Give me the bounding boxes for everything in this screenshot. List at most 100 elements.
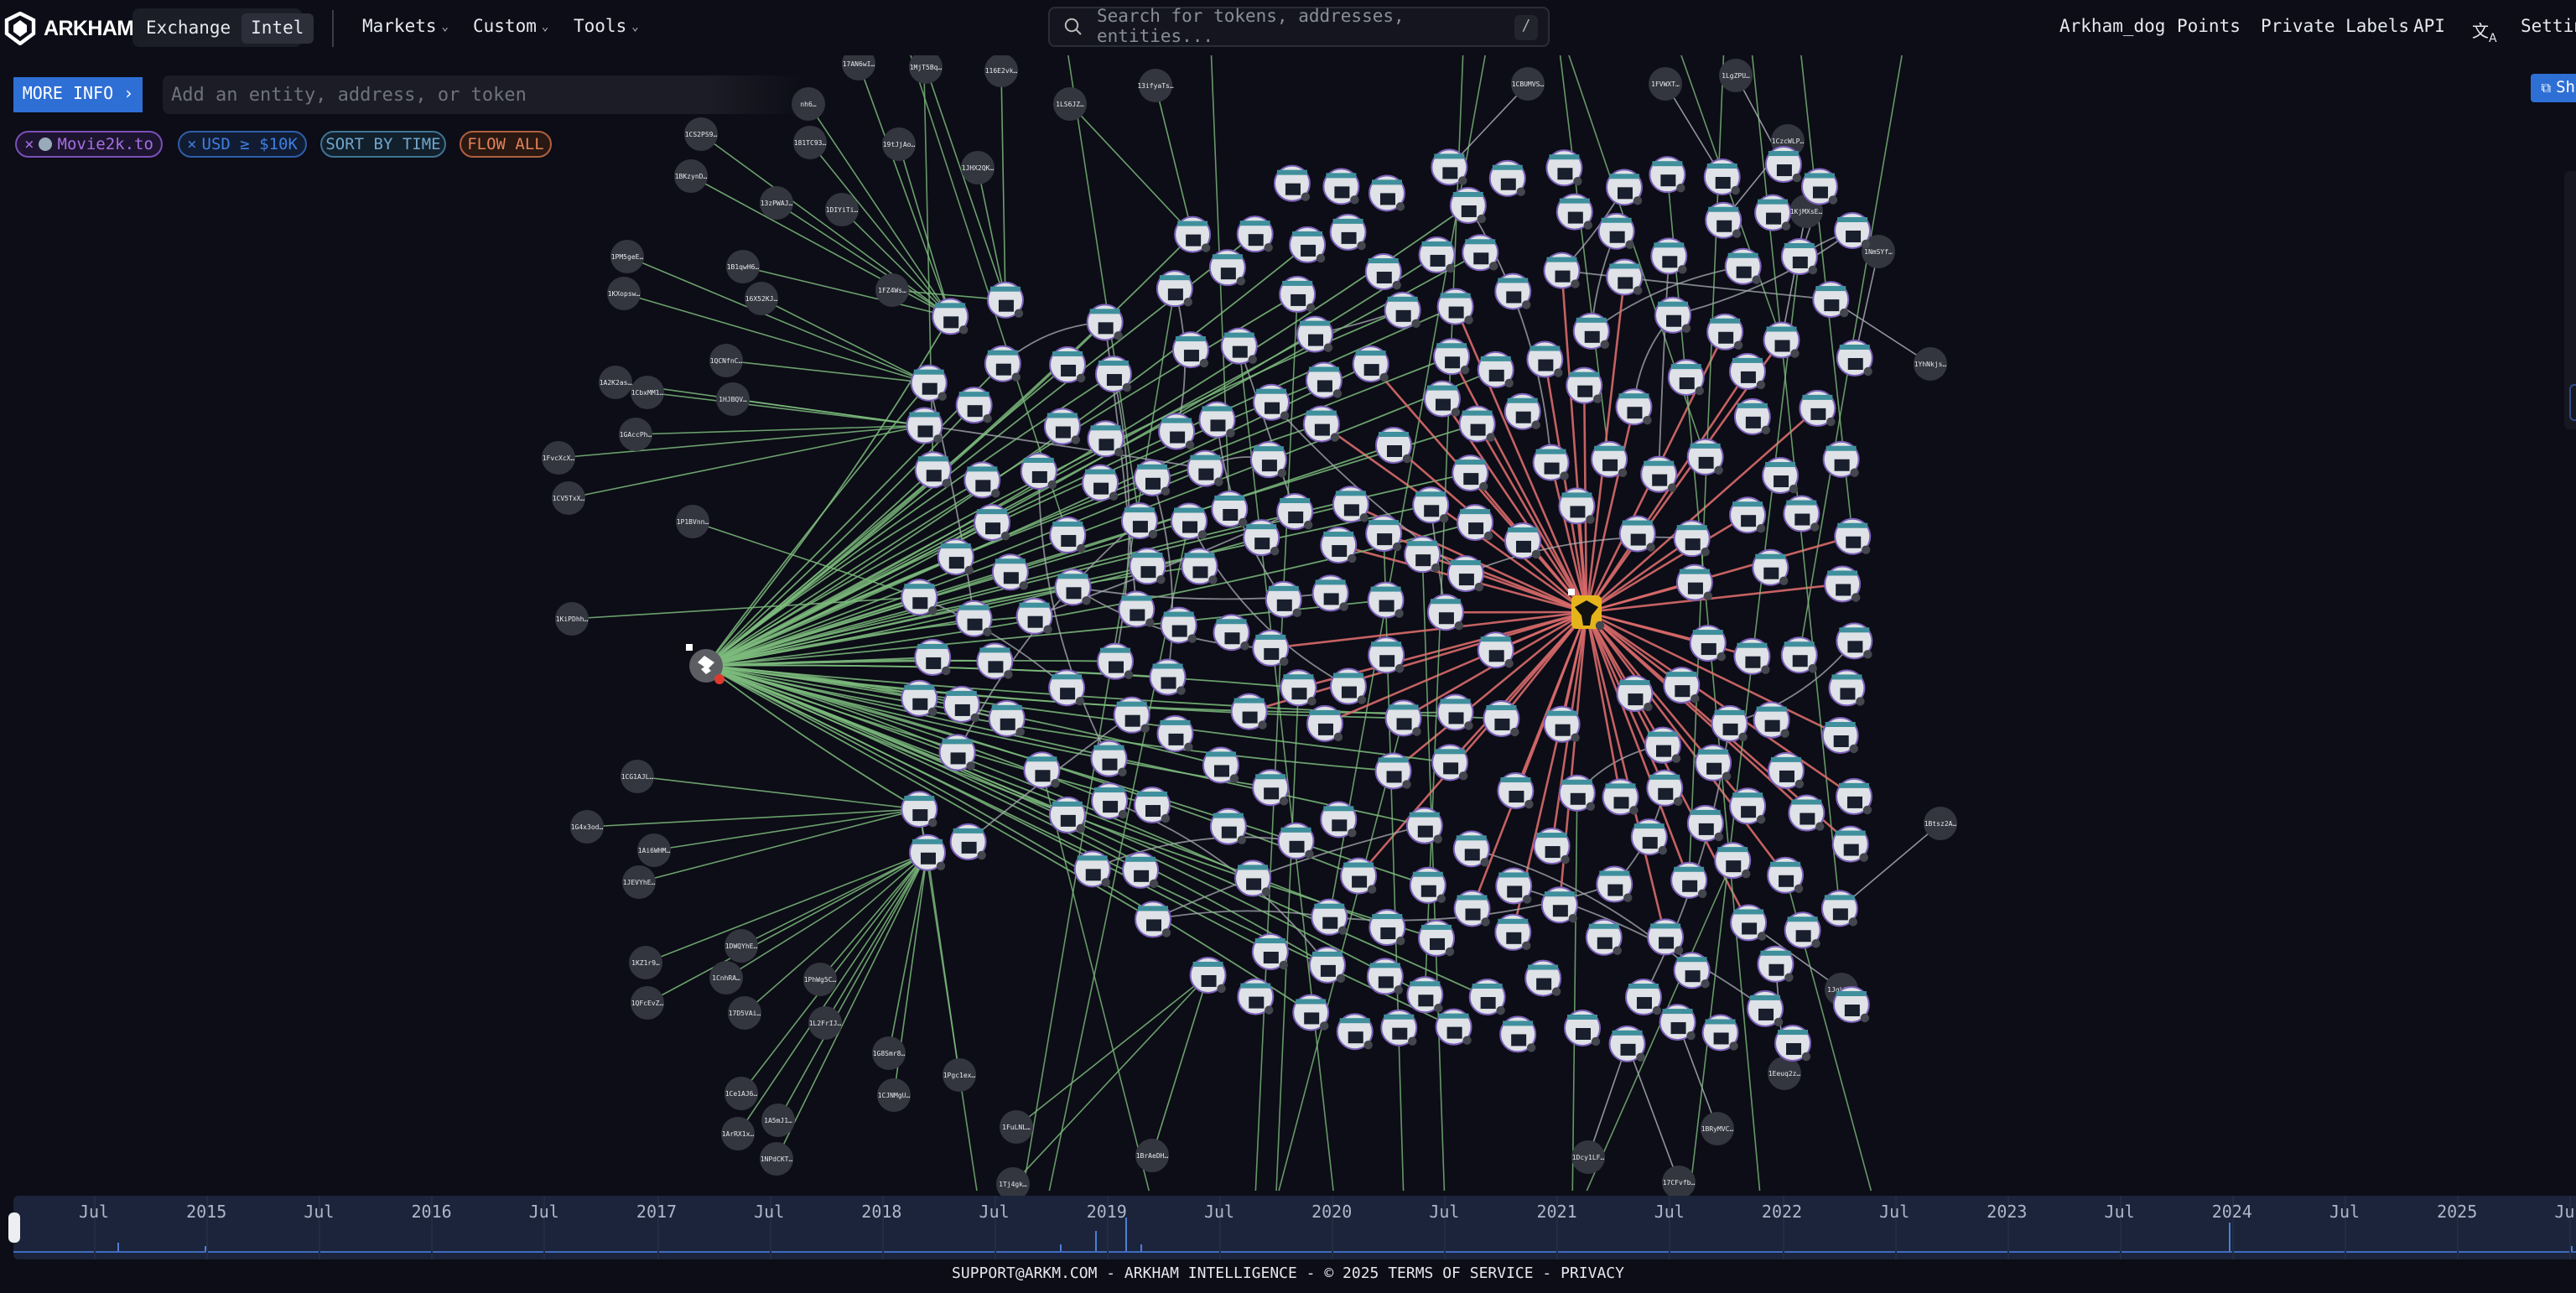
inflow-edge[interactable] bbox=[692, 521, 920, 598]
inflow-edge[interactable] bbox=[705, 659, 995, 667]
entity-node[interactable] bbox=[1087, 420, 1124, 458]
entity-node[interactable] bbox=[1292, 994, 1330, 1031]
entity-node[interactable] bbox=[1234, 859, 1272, 897]
entity-node[interactable] bbox=[1097, 642, 1135, 680]
entity-node[interactable] bbox=[984, 345, 1021, 382]
entity-node[interactable] bbox=[1412, 486, 1450, 524]
entity-node[interactable] bbox=[1820, 890, 1858, 927]
address-node[interactable]: 1KXopsw… bbox=[607, 277, 641, 310]
inflow-edge[interactable] bbox=[653, 808, 920, 851]
transfer-edge[interactable] bbox=[1587, 1043, 1628, 1158]
entity-node[interactable] bbox=[1118, 590, 1156, 628]
entity-node[interactable] bbox=[1730, 904, 1768, 942]
entity-node[interactable] bbox=[914, 638, 952, 676]
address-node[interactable]: 1B1qwH6… bbox=[726, 250, 760, 283]
entity-node[interactable] bbox=[1686, 804, 1724, 842]
entity-node[interactable] bbox=[1828, 669, 1866, 707]
inflow-edge[interactable] bbox=[700, 133, 951, 317]
entity-node[interactable] bbox=[1646, 769, 1684, 807]
address-node[interactable]: 1FvcXcX… bbox=[542, 441, 575, 475]
inflow-edge[interactable] bbox=[841, 209, 951, 317]
address-node[interactable]: 1HJBQV… bbox=[716, 382, 750, 416]
entity-node[interactable] bbox=[1365, 515, 1403, 553]
entity-node[interactable] bbox=[1822, 440, 1860, 478]
entity-node[interactable] bbox=[1733, 397, 1771, 435]
address-node[interactable]: 13zPWAJ… bbox=[760, 186, 793, 220]
inflow-edge[interactable] bbox=[1275, 688, 1300, 1192]
entity-node[interactable] bbox=[901, 579, 938, 616]
entity-node[interactable] bbox=[1836, 622, 1873, 660]
entity-node[interactable] bbox=[1675, 563, 1713, 601]
entity-node[interactable] bbox=[1189, 956, 1227, 994]
outflow-edge[interactable] bbox=[1586, 583, 1843, 614]
transfer-edge[interactable] bbox=[1780, 210, 1807, 340]
inflow-edge[interactable] bbox=[705, 315, 951, 667]
entity-node[interactable] bbox=[1171, 331, 1209, 369]
address-node[interactable]: 1Ce1AJ6… bbox=[724, 1077, 758, 1110]
inflow-edge[interactable] bbox=[977, 167, 1006, 300]
inflow-edge[interactable] bbox=[927, 852, 960, 1076]
address-node[interactable]: 1CnhRA… bbox=[709, 961, 743, 994]
entity-node[interactable] bbox=[1329, 213, 1367, 251]
entity-node[interactable] bbox=[1499, 1015, 1537, 1053]
inflow-edge[interactable] bbox=[777, 852, 928, 1121]
inflow-edge[interactable] bbox=[647, 852, 928, 1004]
mode-intel[interactable]: Intel bbox=[241, 13, 314, 43]
inflow-edge[interactable] bbox=[776, 202, 951, 318]
entity-node[interactable] bbox=[1659, 1004, 1696, 1041]
entity-node[interactable] bbox=[1311, 898, 1348, 936]
lock-icon[interactable] bbox=[2569, 384, 2576, 421]
inflow-edge[interactable] bbox=[705, 522, 1476, 667]
entity-node[interactable] bbox=[1821, 716, 1859, 754]
address-node[interactable]: 1G4x3od… bbox=[570, 810, 604, 844]
entity-node[interactable] bbox=[1135, 901, 1172, 938]
transfer-edge[interactable] bbox=[1151, 477, 1174, 678]
inflow-edge[interactable] bbox=[626, 256, 930, 384]
outflow-edge[interactable] bbox=[1585, 611, 1622, 797]
entity-node[interactable] bbox=[955, 600, 993, 637]
inflow-edge[interactable] bbox=[1069, 103, 1193, 236]
address-node[interactable]: 1LS6JZ… bbox=[1053, 87, 1087, 121]
inflow-edge[interactable] bbox=[1571, 792, 1578, 1192]
address-node[interactable]: 19tJjAo… bbox=[882, 127, 916, 161]
entity-node[interactable] bbox=[1120, 502, 1158, 540]
outflow-edge[interactable] bbox=[1450, 356, 1588, 613]
transfer-edge[interactable] bbox=[1465, 536, 1692, 574]
entity-node[interactable] bbox=[1230, 693, 1268, 730]
inflow-edge[interactable] bbox=[898, 143, 951, 317]
entity-node[interactable] bbox=[1602, 778, 1639, 816]
entity-node[interactable] bbox=[1336, 1013, 1374, 1051]
source-entity-node[interactable] bbox=[686, 644, 724, 684]
inflow-edge[interactable] bbox=[690, 175, 951, 318]
entity-node[interactable] bbox=[1133, 787, 1171, 824]
inflow-edge[interactable] bbox=[761, 298, 930, 384]
entity-node[interactable] bbox=[1054, 569, 1092, 606]
entity-node[interactable] bbox=[1273, 164, 1311, 202]
entity-node[interactable] bbox=[1015, 597, 1053, 635]
outflow-edge[interactable] bbox=[1585, 406, 1635, 613]
entity-node[interactable] bbox=[1156, 714, 1194, 752]
address-node[interactable]: 1YhNkjs… bbox=[1914, 347, 1947, 381]
entity-node[interactable] bbox=[1236, 216, 1274, 253]
entity-node[interactable] bbox=[988, 699, 1026, 737]
entity-node[interactable] bbox=[1624, 979, 1662, 1016]
entity-node[interactable] bbox=[1724, 247, 1762, 285]
entity-node[interactable] bbox=[1049, 517, 1087, 554]
entity-node[interactable] bbox=[1090, 740, 1128, 777]
entity-node[interactable] bbox=[1122, 851, 1160, 889]
inflow-edge[interactable] bbox=[705, 665, 1141, 871]
inflow-edge[interactable] bbox=[1155, 85, 1193, 235]
global-search-input[interactable]: Search for tokens, addresses, entities..… bbox=[1048, 7, 1550, 47]
entity-node[interactable] bbox=[1453, 890, 1491, 927]
entity-node[interactable] bbox=[1418, 919, 1456, 957]
inflow-edge[interactable] bbox=[1151, 974, 1209, 1156]
outflow-edge[interactable] bbox=[1392, 610, 1587, 772]
inflow-edge[interactable] bbox=[705, 665, 1394, 772]
address-node[interactable]: 13ifyaTs… bbox=[1137, 69, 1174, 102]
address-node[interactable]: 1CS2PS9… bbox=[684, 117, 718, 151]
inflow-edge[interactable] bbox=[705, 665, 1404, 719]
entity-node[interactable] bbox=[1564, 1009, 1602, 1046]
inflow-edge[interactable] bbox=[705, 369, 1497, 667]
entity-node[interactable] bbox=[943, 685, 980, 723]
address-node[interactable]: 1JEVYhE… bbox=[622, 865, 656, 899]
